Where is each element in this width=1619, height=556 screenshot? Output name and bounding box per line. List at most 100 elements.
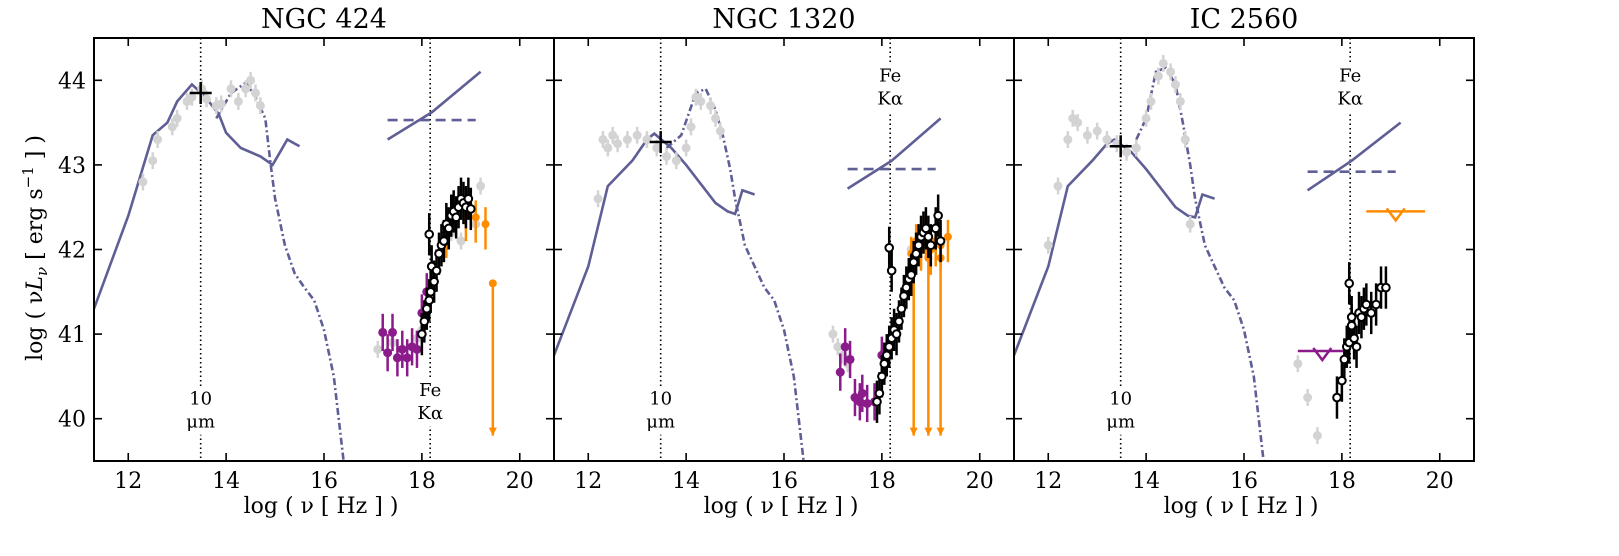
black-point-4 — [881, 350, 892, 361]
host-point-16 — [1170, 80, 1180, 90]
annotation-line-1: Fe — [1339, 66, 1361, 87]
host-point-10 — [671, 156, 681, 166]
ytick-label-4: 44 — [58, 69, 86, 94]
orange-limit-arrow-0 — [909, 427, 918, 436]
panel-title: NGC 1320 — [712, 4, 855, 35]
black-point-6 — [424, 229, 435, 240]
black-point-12 — [1366, 308, 1377, 318]
ytick-label-0: 40 — [58, 408, 86, 433]
black-point-6 — [1349, 333, 1359, 344]
ylabel-part-1: log ( ν — [23, 291, 48, 361]
host-point-5 — [622, 135, 632, 145]
black-point-22 — [926, 240, 936, 251]
black-point-9 — [1356, 312, 1367, 322]
black-point-1 — [419, 316, 430, 327]
black-point-4 — [425, 287, 436, 297]
xtick-label-1: 14 — [672, 469, 700, 494]
black-point-16 — [911, 248, 921, 259]
orange-limit-arrow-0 — [488, 427, 497, 436]
model_solid — [1014, 137, 1216, 356]
annotation-line-2: μm — [186, 412, 215, 433]
black-point-16 — [451, 212, 461, 223]
host-point-16 — [710, 113, 720, 123]
black-point-22 — [466, 204, 476, 214]
annotation-bg-1 — [178, 386, 223, 435]
black-point-11 — [899, 291, 909, 301]
x-axis-label: log ( ν [ Hz ] ) — [244, 494, 399, 519]
annotation-line-1: 10 — [189, 389, 212, 410]
black-point-15 — [908, 257, 919, 267]
host-point-18 — [1180, 135, 1190, 145]
ytick-label-3: 43 — [58, 154, 86, 179]
host-point-17 — [1175, 96, 1185, 106]
host-point-3 — [167, 122, 177, 132]
host-point-7 — [1102, 135, 1112, 145]
x-axis-label: log ( ν [ Hz ] ) — [704, 494, 859, 519]
host-point-3 — [608, 130, 618, 140]
black-point-2 — [877, 371, 887, 382]
host-point-1 — [148, 156, 158, 166]
host-point-6 — [187, 92, 197, 102]
black-point-16 — [1344, 278, 1355, 289]
xray_solid — [1306, 121, 1402, 192]
black-point-24 — [933, 210, 943, 221]
ylabel-part-6: ] ) — [23, 135, 48, 166]
purple-point-1 — [383, 348, 393, 358]
panel-title: NGC 424 — [261, 4, 387, 35]
purple-point-2 — [845, 354, 855, 364]
host-point-11 — [226, 84, 236, 94]
orange-point-7 — [943, 232, 952, 241]
xtick-label-3: 18 — [408, 469, 436, 494]
xtick-label-0: 12 — [1034, 469, 1062, 494]
annotation-line-2: μm — [1106, 412, 1135, 433]
host-point-1 — [598, 135, 608, 145]
host-point-15 — [706, 101, 716, 111]
purple-point-3 — [392, 353, 402, 363]
black-point-8 — [891, 329, 902, 339]
host-point-11 — [681, 143, 691, 153]
black-point-9 — [434, 248, 444, 259]
annotation-line-2: Kα — [1337, 89, 1363, 110]
black-point-3 — [879, 358, 890, 369]
black-point-7 — [1351, 341, 1362, 352]
black-point-25 — [935, 236, 946, 246]
host-point-5 — [1082, 130, 1092, 140]
xtick-label-0: 12 — [574, 469, 602, 494]
purple-point-7 — [412, 344, 422, 354]
host-point-22 — [1312, 431, 1322, 441]
black-point-2 — [421, 303, 432, 314]
orange-point-2 — [471, 213, 480, 222]
host-point-14 — [1158, 58, 1168, 68]
annotation-2: Fe Kα — [1337, 66, 1363, 110]
annotation-line-1: 10 — [1109, 389, 1132, 410]
plot-area: 10 μm Fe Kα — [1014, 38, 1426, 461]
annotation-1: 10 μm — [186, 389, 215, 433]
annotation-bg-2 — [408, 378, 453, 427]
ylabel-part-3: ν — [33, 267, 51, 276]
ytick-label-2: 42 — [58, 239, 86, 264]
host-point-11 — [1141, 113, 1151, 123]
black-point-0 — [417, 329, 427, 339]
host-point-15 — [1166, 67, 1176, 77]
host-point-0 — [138, 177, 148, 187]
purple-point-2 — [388, 327, 398, 337]
black-point-15 — [1381, 282, 1391, 293]
purple-point-6 — [862, 398, 872, 408]
annotation-bg-1 — [638, 386, 683, 435]
host-point-17 — [373, 344, 383, 354]
host-point-1 — [1053, 181, 1063, 191]
annotation-1: 10 μm — [646, 389, 675, 433]
ylabel-part-2: L — [23, 276, 48, 292]
host-point-20 — [1293, 359, 1303, 369]
black-point-9 — [894, 316, 904, 327]
black-point-27 — [886, 265, 897, 276]
black-point-8 — [431, 265, 442, 276]
host-point-6 — [632, 130, 642, 140]
xray_solid — [386, 70, 482, 141]
black-point-11 — [439, 236, 449, 246]
host-point-14 — [246, 75, 256, 85]
purple-point-0 — [835, 367, 845, 377]
host-point-22 — [456, 236, 466, 246]
figure-ylabel: log ( νLν [ erg s−1 ] ) — [19, 135, 51, 361]
host-point-4 — [613, 139, 623, 149]
